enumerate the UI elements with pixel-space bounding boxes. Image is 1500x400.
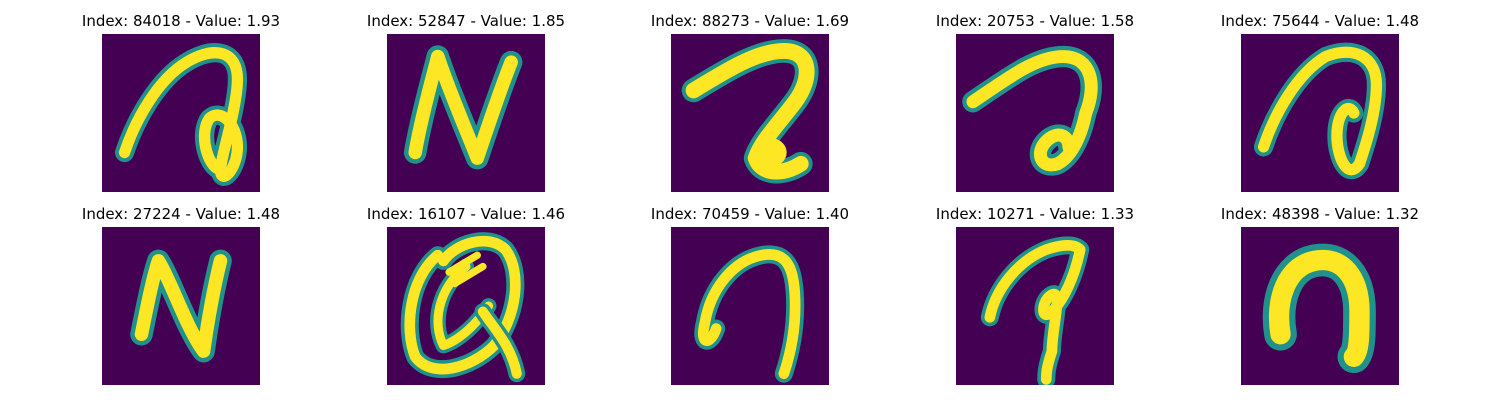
digit-panel-3: Index: 88273 - Value: 1.69 (635, 12, 865, 192)
digit-image (1241, 34, 1399, 192)
digit-image (671, 227, 829, 385)
digit-image (671, 34, 829, 192)
digit-panel-9: Index: 10271 - Value: 1.33 (920, 205, 1150, 385)
panel-title: Index: 10271 - Value: 1.33 (935, 205, 1135, 223)
panel-title: Index: 16107 - Value: 1.46 (366, 205, 566, 223)
digit-image (387, 34, 545, 192)
digit-image (1241, 227, 1399, 385)
digit-image (102, 34, 260, 192)
digit-image (387, 227, 545, 385)
digit-panel-10: Index: 48398 - Value: 1.32 (1205, 205, 1435, 385)
panel-title: Index: 20753 - Value: 1.58 (935, 12, 1135, 30)
panel-title: Index: 70459 - Value: 1.40 (650, 205, 850, 223)
panel-title: Index: 52847 - Value: 1.85 (366, 12, 566, 30)
digit-panel-7: Index: 16107 - Value: 1.46 (351, 205, 581, 385)
digit-panel-8: Index: 70459 - Value: 1.40 (635, 205, 865, 385)
panel-title: Index: 75644 - Value: 1.48 (1220, 12, 1420, 30)
handwritten-stroke (114, 43, 248, 186)
panel-title: Index: 48398 - Value: 1.32 (1220, 205, 1420, 223)
digit-panel-1: Index: 84018 - Value: 1.93 (66, 12, 296, 192)
digit-panel-2: Index: 52847 - Value: 1.85 (351, 12, 581, 192)
digit-panel-4: Index: 20753 - Value: 1.58 (920, 12, 1150, 192)
digit-image (102, 227, 260, 385)
digit-panel-5: Index: 75644 - Value: 1.48 (1205, 12, 1435, 192)
panel-title: Index: 88273 - Value: 1.69 (650, 12, 850, 30)
panel-title: Index: 84018 - Value: 1.93 (81, 12, 281, 30)
digit-panel-6: Index: 27224 - Value: 1.48 (66, 205, 296, 385)
digit-image (956, 34, 1114, 192)
panel-title: Index: 27224 - Value: 1.48 (81, 205, 281, 223)
digit-image (956, 227, 1114, 385)
